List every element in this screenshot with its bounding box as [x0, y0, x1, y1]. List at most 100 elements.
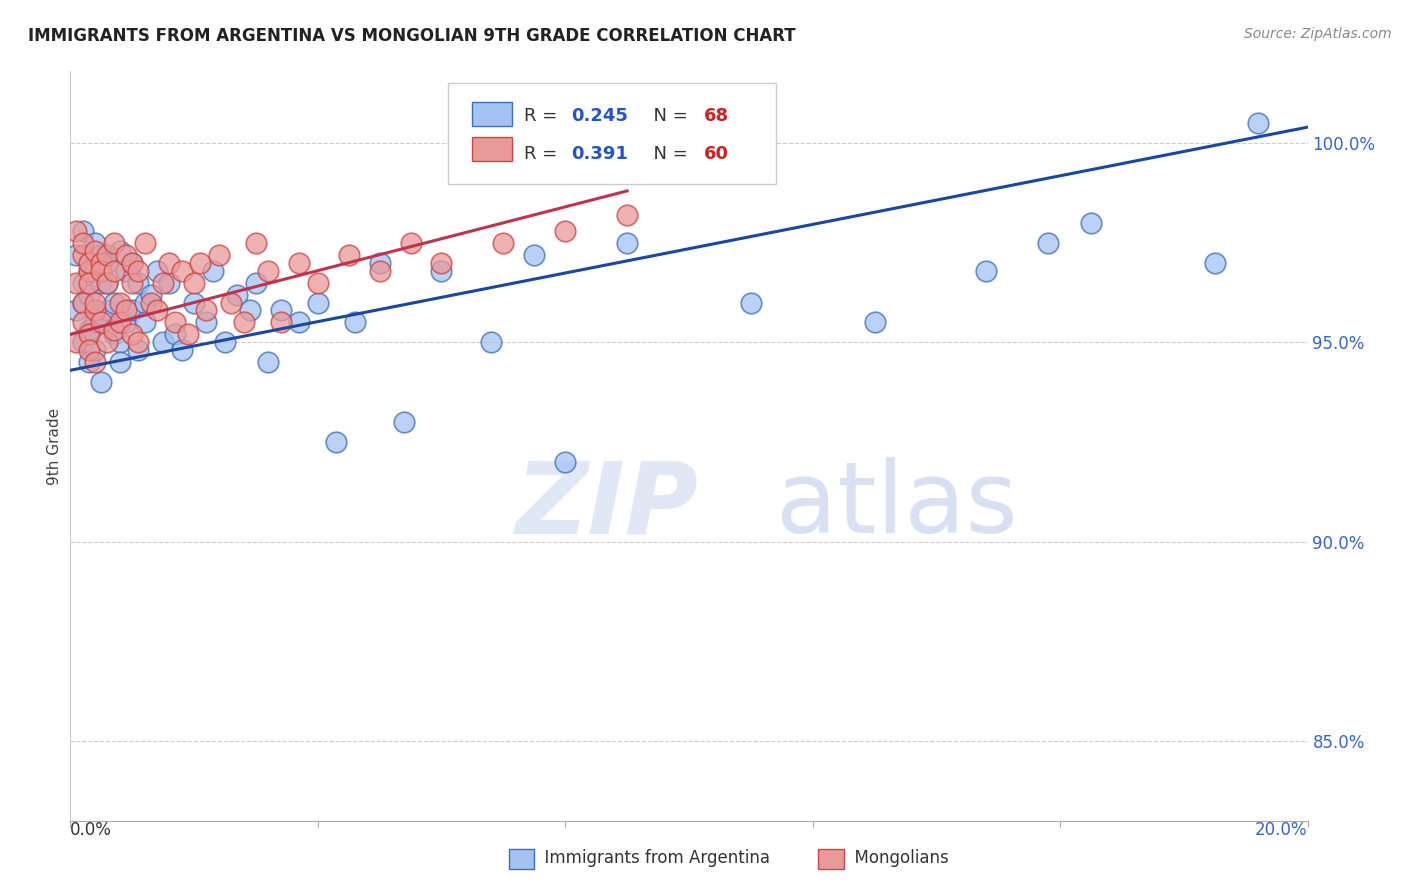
Point — [77, 276, 100, 290]
Point — [103, 327, 125, 342]
Text: 20.0%: 20.0% — [1256, 821, 1308, 838]
Point — [115, 315, 138, 329]
Point — [103, 323, 125, 337]
Text: 60: 60 — [704, 145, 728, 162]
Point — [492, 235, 515, 250]
Point — [65, 335, 87, 350]
Point — [195, 315, 218, 329]
Text: Source: ZipAtlas.com: Source: ZipAtlas.com — [1244, 27, 1392, 41]
Text: IMMIGRANTS FROM ARGENTINA VS MONGOLIAN 9TH GRADE CORRELATION CHART: IMMIGRANTS FROM ARGENTINA VS MONGOLIAN 9… — [28, 27, 796, 45]
Text: N =: N = — [643, 145, 693, 162]
Point — [108, 295, 131, 310]
Text: 0.0%: 0.0% — [70, 821, 112, 838]
Text: N =: N = — [643, 107, 693, 125]
Point — [96, 303, 118, 318]
Point — [394, 415, 416, 429]
Point — [103, 263, 125, 277]
Point — [96, 255, 118, 269]
Point — [90, 255, 112, 269]
Point — [77, 327, 100, 342]
Point — [72, 295, 94, 310]
Point — [554, 224, 576, 238]
Point — [1036, 235, 1059, 250]
FancyBboxPatch shape — [447, 83, 776, 184]
Point — [121, 276, 143, 290]
Point — [245, 235, 267, 250]
Point — [121, 327, 143, 342]
Point — [146, 303, 169, 318]
Point — [72, 235, 94, 250]
Point — [84, 343, 107, 358]
Text: Mongolians: Mongolians — [844, 849, 949, 867]
Point — [288, 255, 311, 269]
Point — [188, 255, 211, 269]
Point — [77, 343, 100, 358]
Text: 0.391: 0.391 — [571, 145, 628, 162]
Point — [740, 295, 762, 310]
Point — [90, 248, 112, 262]
Point — [232, 315, 254, 329]
Point — [121, 303, 143, 318]
Point — [77, 255, 100, 269]
Point — [307, 276, 329, 290]
Point — [72, 295, 94, 310]
Point — [479, 335, 502, 350]
Text: 68: 68 — [704, 107, 728, 125]
Point — [65, 224, 87, 238]
Point — [183, 295, 205, 310]
Point — [195, 303, 218, 318]
Point — [170, 343, 193, 358]
Point — [616, 208, 638, 222]
Point — [325, 435, 347, 450]
Point — [90, 376, 112, 390]
Point — [84, 235, 107, 250]
Point — [84, 315, 107, 329]
Point — [288, 315, 311, 329]
Point — [96, 335, 118, 350]
Text: Immigrants from Argentina: Immigrants from Argentina — [534, 849, 770, 867]
Point — [270, 303, 292, 318]
Point — [96, 276, 118, 290]
Point — [863, 315, 886, 329]
Point — [139, 287, 162, 301]
Point — [77, 263, 100, 277]
Point — [139, 295, 162, 310]
Point — [65, 248, 87, 262]
Point — [430, 255, 453, 269]
Point — [343, 315, 366, 329]
Point — [170, 263, 193, 277]
Point — [152, 335, 174, 350]
Point — [72, 248, 94, 262]
FancyBboxPatch shape — [472, 102, 512, 126]
Point — [430, 263, 453, 277]
Point — [103, 235, 125, 250]
Point — [72, 276, 94, 290]
Point — [245, 276, 267, 290]
Point — [146, 263, 169, 277]
Point — [108, 244, 131, 258]
Point — [84, 244, 107, 258]
Text: atlas: atlas — [776, 458, 1017, 555]
Point — [77, 323, 100, 337]
Point — [523, 248, 546, 262]
Point — [157, 255, 180, 269]
Point — [134, 315, 156, 329]
Point — [121, 255, 143, 269]
Point — [165, 315, 187, 329]
Point — [127, 263, 149, 277]
Point — [65, 276, 87, 290]
Point — [1080, 216, 1102, 230]
Y-axis label: 9th Grade: 9th Grade — [46, 408, 62, 484]
Point — [65, 303, 87, 318]
Point — [157, 276, 180, 290]
Point — [307, 295, 329, 310]
Point — [108, 315, 131, 329]
Point — [127, 335, 149, 350]
Point — [115, 303, 138, 318]
Point — [72, 335, 94, 350]
Point — [974, 263, 997, 277]
Point — [368, 263, 391, 277]
Point — [127, 343, 149, 358]
Point — [121, 255, 143, 269]
Point — [337, 248, 360, 262]
